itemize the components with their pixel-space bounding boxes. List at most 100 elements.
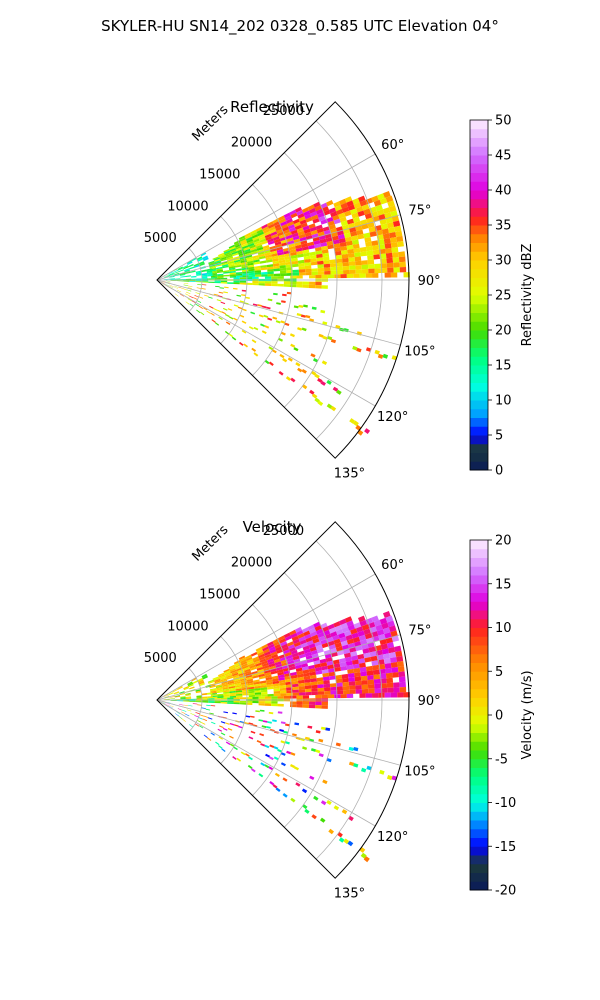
echo-cell	[320, 800, 327, 806]
echo-cell	[259, 658, 267, 663]
echo-cell	[325, 727, 331, 731]
echo-cell	[225, 741, 231, 745]
echo-cell	[345, 634, 353, 641]
echo-cell	[226, 256, 234, 260]
echo-cell	[229, 246, 236, 251]
echo-cell	[288, 243, 296, 248]
echo-cell	[348, 257, 355, 262]
echo-cell	[185, 697, 192, 699]
echo-cell	[341, 206, 350, 213]
echo-cell	[228, 264, 235, 268]
echo-cell	[391, 215, 400, 222]
colorbar-swatch	[470, 155, 488, 165]
echo-cell	[290, 674, 298, 679]
echo-cell	[273, 691, 281, 694]
echo-cell	[177, 289, 182, 293]
echo-cell	[310, 258, 317, 263]
echo-cell	[241, 329, 247, 334]
echo-cell	[273, 658, 281, 664]
echo-cell	[215, 285, 220, 288]
echo-cell	[371, 195, 379, 203]
echo-cell	[271, 701, 278, 704]
echo-cell	[246, 678, 254, 682]
echo-cell	[169, 705, 174, 708]
echo-cell	[343, 689, 350, 695]
echo-cell	[360, 251, 368, 257]
echo-cell	[247, 764, 253, 769]
echo-cell	[339, 198, 347, 206]
echo-cell	[204, 294, 209, 297]
echo-cell	[268, 346, 274, 351]
echo-cell	[271, 349, 277, 354]
echo-cell	[280, 721, 286, 725]
echo-cell	[297, 253, 304, 258]
echo-cell	[289, 246, 296, 251]
echo-cell	[195, 701, 202, 703]
echo-cell	[317, 687, 325, 692]
echo-cell	[182, 265, 189, 269]
echo-cell	[363, 232, 371, 239]
echo-cell	[380, 683, 388, 689]
echo-cell	[328, 627, 337, 634]
echo-cell	[282, 358, 288, 363]
echo-cell	[258, 773, 264, 778]
echo-cell	[202, 718, 207, 722]
colorbar-swatch	[470, 181, 488, 191]
echo-cell	[294, 206, 302, 213]
echo-cell	[185, 301, 190, 305]
echo-cell	[381, 228, 389, 235]
colorbar-swatch	[470, 277, 488, 287]
echo-cell	[382, 653, 390, 660]
echo-cell	[373, 674, 381, 680]
echo-cell	[251, 234, 259, 239]
echo-cell	[346, 218, 355, 225]
colorbar-swatch	[470, 636, 488, 646]
echo-cell	[355, 260, 362, 266]
echo-cell	[389, 232, 397, 239]
echo-cell	[349, 269, 356, 274]
echo-cell	[344, 630, 352, 637]
echo-cell	[361, 260, 368, 265]
echo-cell	[255, 244, 263, 249]
echo-cell	[294, 644, 302, 650]
echo-cell	[254, 270, 262, 273]
echo-cell	[323, 683, 331, 688]
echo-cell	[241, 665, 249, 670]
echo-cell	[290, 229, 298, 235]
echo-cell	[239, 674, 246, 678]
echo-cell	[266, 679, 273, 683]
echo-cell	[271, 281, 278, 284]
echo-cell	[235, 268, 242, 271]
azimuth-tick-label: 90°	[418, 274, 441, 289]
echo-cell	[273, 268, 280, 272]
echo-cell	[367, 679, 375, 685]
echo-cell	[271, 653, 279, 659]
echo-cell	[326, 800, 332, 805]
echo-cell	[360, 852, 367, 859]
echo-cell	[273, 273, 281, 277]
echo-cell	[296, 630, 304, 636]
echo-cell	[233, 317, 238, 321]
echo-cell	[356, 229, 364, 236]
echo-cell	[311, 214, 319, 221]
echo-cell	[189, 266, 195, 270]
echo-cell	[165, 701, 171, 703]
echo-cell	[322, 672, 330, 678]
echo-cell	[261, 662, 269, 667]
echo-cell	[308, 668, 316, 673]
echo-cell	[172, 689, 178, 693]
echo-cell	[233, 676, 240, 680]
echo-cell	[165, 703, 170, 706]
echo-cell	[273, 236, 280, 241]
echo-cell	[217, 273, 224, 276]
echo-cell	[226, 676, 234, 680]
echo-cell	[323, 260, 330, 265]
echo-cell	[248, 736, 254, 740]
echo-cell	[321, 701, 328, 706]
echo-cell	[308, 207, 317, 214]
echo-cell	[187, 261, 193, 265]
echo-cell	[308, 244, 315, 250]
colorbar-swatch	[470, 653, 488, 663]
azimuth-tick-label: 120°	[377, 410, 408, 425]
echo-cell	[247, 684, 255, 688]
